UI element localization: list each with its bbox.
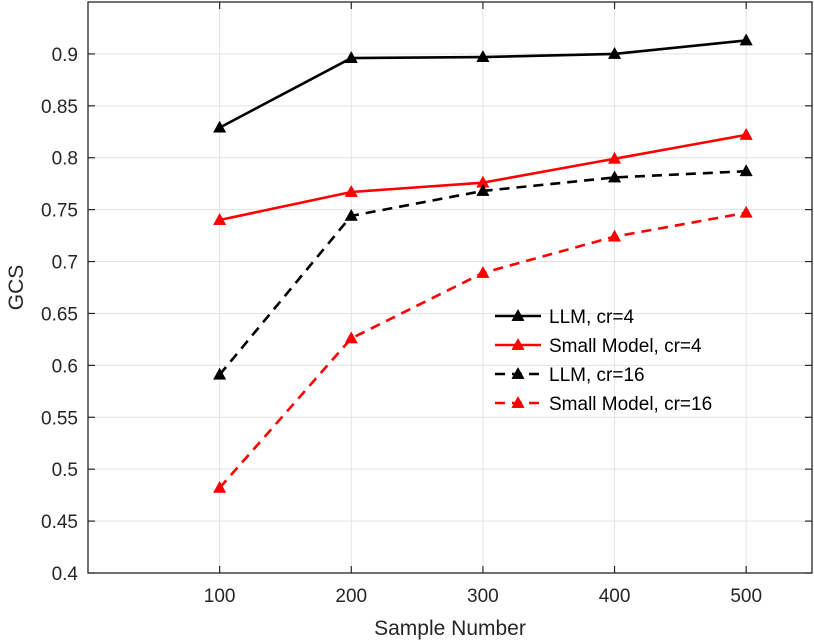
grid: [88, 2, 812, 574]
data-point-marker: [344, 184, 358, 197]
y-tick-label: 0.65: [41, 304, 78, 325]
x-tick-label: 200: [335, 586, 367, 607]
y-tick-label: 0.7: [52, 253, 78, 274]
data-point-marker: [739, 33, 753, 46]
y-tick-label: 0.5: [52, 460, 78, 481]
data-point-marker: [739, 164, 753, 177]
legend-label: Small Model, cr=16: [549, 394, 712, 415]
y-tick-label: 0.45: [41, 512, 78, 533]
data-point-marker: [476, 265, 490, 278]
legend-marker: [511, 308, 525, 321]
legend-marker: [511, 366, 525, 379]
data-point-marker: [213, 213, 227, 225]
data-point-marker: [607, 46, 622, 59]
series-2: [213, 127, 753, 225]
legend: LLM, cr=4 Small Model, cr=4 LLM, cr=16 Smal…: [495, 307, 712, 415]
x-axis-label: Sample Number: [374, 617, 526, 640]
y-tick-label: 0.9: [52, 45, 78, 66]
data-point-marker: [344, 331, 358, 344]
legend-label: LLM, cr=16: [549, 365, 645, 386]
legend-marker: [511, 337, 525, 350]
legend-marker: [511, 395, 525, 408]
x-tick-label: 500: [730, 586, 762, 607]
y-tick-label: 0.4: [52, 564, 79, 585]
x-tick-label: 300: [467, 586, 499, 607]
legend-label: Small Model, cr=4: [549, 336, 702, 357]
data-point-marker: [213, 367, 227, 380]
data-point-marker: [213, 120, 227, 133]
x-tick-label: 100: [204, 586, 236, 607]
data-point-marker: [344, 51, 358, 63]
data-point-marker: [607, 151, 622, 164]
series-3: [213, 164, 753, 380]
y-tick-label: 0.75: [41, 201, 78, 222]
y-tick-label: 0.8: [52, 149, 78, 170]
series-1: [213, 33, 753, 133]
plot-frame: [87, 1, 813, 574]
axis-ticks: 0.4 0.45 0.5 0.55 0.6 0.65 0.7 0.75 0.8 0.85 0.9 10…: [41, 2, 812, 607]
data-point-marker: [739, 205, 753, 218]
series-4: [213, 205, 753, 493]
data-point-marker: [739, 127, 753, 140]
data-point-marker: [476, 50, 490, 62]
data-point-marker: [607, 229, 622, 242]
y-tick-label: 0.85: [41, 97, 78, 118]
y-tick-label: 0.6: [52, 356, 78, 377]
series-group: [213, 33, 753, 493]
data-point-marker: [607, 170, 622, 183]
legend-label: LLM, cr=4: [549, 307, 634, 328]
data-point-marker: [344, 208, 358, 221]
x-tick-label: 400: [599, 586, 631, 607]
y-tick-label: 0.55: [41, 408, 78, 429]
data-point-marker: [476, 183, 490, 196]
y-axis-label: GCS: [5, 265, 28, 311]
data-point-marker: [213, 480, 227, 493]
